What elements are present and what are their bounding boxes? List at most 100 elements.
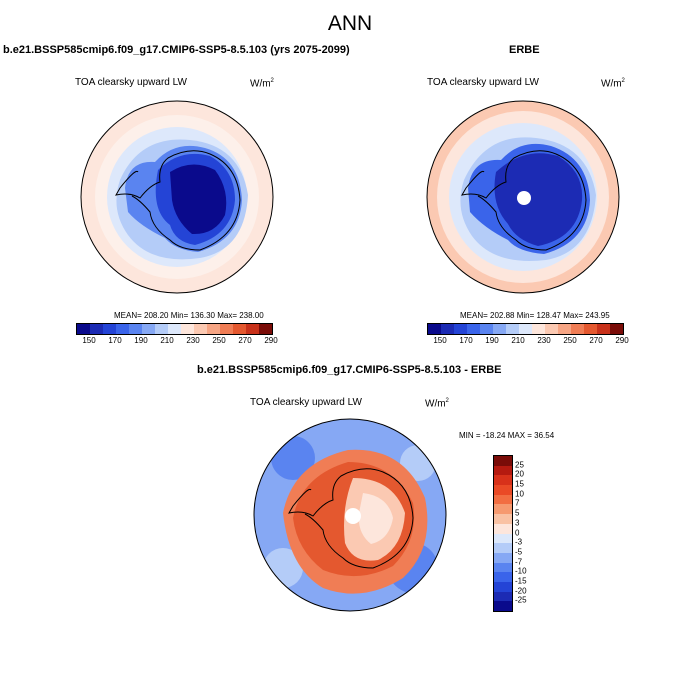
colorbar-swatch	[454, 324, 467, 334]
colorbar-tick-label: 3	[515, 518, 520, 528]
colorbar-tick-label: -10	[515, 566, 527, 576]
colorbar-swatch	[480, 324, 493, 334]
colorbar-tick-label: 250	[212, 336, 226, 345]
colorbar-swatch	[246, 324, 259, 334]
colorbar-tick-label: 170	[108, 336, 122, 345]
colorbar-swatch	[494, 456, 512, 466]
colorbar-tick-label: 10	[515, 489, 524, 499]
colorbar-swatch	[494, 494, 512, 505]
colorbar-swatch	[155, 324, 168, 334]
model-stats: MEAN= 208.20 Min= 136.30 Max= 238.00	[114, 311, 264, 320]
colorbar-swatch	[494, 591, 512, 602]
obs-stats: MEAN= 202.88 Min= 128.47 Max= 243.95	[460, 311, 610, 320]
colorbar-swatch	[220, 324, 233, 334]
obs-polar-map	[426, 100, 620, 294]
model-panel-title: b.e21.BSSP585cmip6.f09_g17.CMIP6-SSP5-8.…	[3, 44, 350, 56]
colorbar-swatch	[494, 543, 512, 553]
colorbar-tick-label: 20	[515, 469, 524, 479]
colorbar-tick-label: 250	[563, 336, 577, 345]
colorbar-swatch	[545, 324, 558, 334]
colorbar-swatch	[441, 324, 454, 334]
colorbar-swatch	[181, 324, 194, 334]
diff-unit-label: W/m2	[425, 398, 449, 410]
colorbar-swatch	[428, 324, 441, 334]
diff-variable-label: TOA clearsky upward LW	[250, 397, 362, 408]
colorbar-swatch	[103, 324, 116, 334]
colorbar-swatch	[506, 324, 519, 334]
obs-panel-title: ERBE	[509, 44, 540, 56]
colorbar-swatch	[494, 601, 512, 611]
model-polar-map	[80, 100, 274, 294]
colorbar-tick-label: -3	[515, 537, 523, 547]
obs-unit-label: W/m2	[601, 78, 625, 90]
model-min: Min= 136.30	[170, 311, 215, 320]
colorbar-tick-label: 210	[511, 336, 525, 345]
colorbar-tick-label: 15	[515, 479, 524, 489]
diff-polar-map	[253, 418, 447, 612]
obs-max: Max= 243.95	[563, 311, 610, 320]
colorbar-swatch	[494, 465, 512, 476]
colorbar-swatch	[259, 324, 272, 334]
colorbar-tick-label: 210	[160, 336, 174, 345]
colorbar-tick-label: 290	[264, 336, 278, 345]
colorbar-swatch	[558, 324, 571, 334]
colorbar-tick-label: 5	[515, 508, 520, 518]
colorbar-tick-label: -7	[515, 557, 523, 567]
colorbar-swatch	[493, 324, 506, 334]
colorbar-tick-label: -15	[515, 576, 527, 586]
colorbar-swatch	[90, 324, 103, 334]
obs-min: Min= 128.47	[516, 311, 561, 320]
colorbar-swatch	[519, 324, 532, 334]
colorbar-swatch	[494, 523, 512, 534]
colorbar-swatch	[494, 552, 512, 563]
colorbar-swatch	[168, 324, 181, 334]
diff-colorbar-labels: 25 20 15 10 7 5 3 0 -3 -5 -7 -10 -15 -20 -25	[515, 455, 555, 610]
colorbar-tick-label: -25	[515, 595, 527, 605]
figure-title: ANN	[327, 12, 373, 35]
colorbar-tick-label: 270	[238, 336, 252, 345]
colorbar-tick-label: 290	[615, 336, 629, 345]
colorbar-swatch	[77, 324, 90, 334]
obs-variable-label: TOA clearsky upward LW	[427, 77, 539, 88]
obs-mean: MEAN= 202.88	[460, 311, 515, 320]
colorbar-swatch	[494, 485, 512, 495]
colorbar-tick-label: 25	[515, 460, 524, 470]
colorbar-tick-label: 170	[459, 336, 473, 345]
diff-minmax: MIN = -18.24 MAX = 36.54	[459, 431, 555, 440]
colorbar-tick-label: 150	[82, 336, 96, 345]
colorbar-tick-label: 270	[589, 336, 603, 345]
colorbar-tick-label: 150	[433, 336, 447, 345]
colorbar-swatch	[494, 533, 512, 544]
colorbar-swatch	[116, 324, 129, 334]
colorbar-swatch	[194, 324, 207, 334]
colorbar-tick-label: -20	[515, 586, 527, 596]
colorbar-swatch	[494, 475, 512, 486]
colorbar-swatch	[597, 324, 610, 334]
colorbar-swatch	[494, 572, 512, 582]
colorbar-tick-label: -5	[515, 547, 523, 557]
colorbar-swatch	[233, 324, 246, 334]
colorbar-tick-label: 190	[134, 336, 148, 345]
colorbar-tick-label: 230	[537, 336, 551, 345]
colorbar-swatch	[142, 324, 155, 334]
colorbar-swatch	[494, 504, 512, 515]
colorbar-tick-label: 230	[186, 336, 200, 345]
model-max: Max= 238.00	[217, 311, 264, 320]
diff-panel-title: b.e21.BSSP585cmip6.f09_g17.CMIP6-SSP5-8.…	[197, 364, 502, 376]
diff-colorbar	[493, 455, 513, 612]
model-unit-label: W/m2	[250, 78, 274, 90]
colorbar-swatch	[571, 324, 584, 334]
colorbar-swatch	[494, 514, 512, 524]
colorbar-tick-label: 190	[485, 336, 499, 345]
colorbar-swatch	[584, 324, 597, 334]
colorbar-swatch	[494, 562, 512, 573]
colorbar-tick-label: 0	[515, 528, 520, 537]
colorbar-swatch	[207, 324, 220, 334]
colorbar-swatch	[494, 581, 512, 592]
colorbar-swatch	[532, 324, 545, 334]
colorbar-swatch	[129, 324, 142, 334]
obs-colorbar	[427, 323, 624, 335]
colorbar-swatch	[467, 324, 480, 334]
model-colorbar	[76, 323, 273, 335]
model-mean: MEAN= 208.20	[114, 311, 169, 320]
